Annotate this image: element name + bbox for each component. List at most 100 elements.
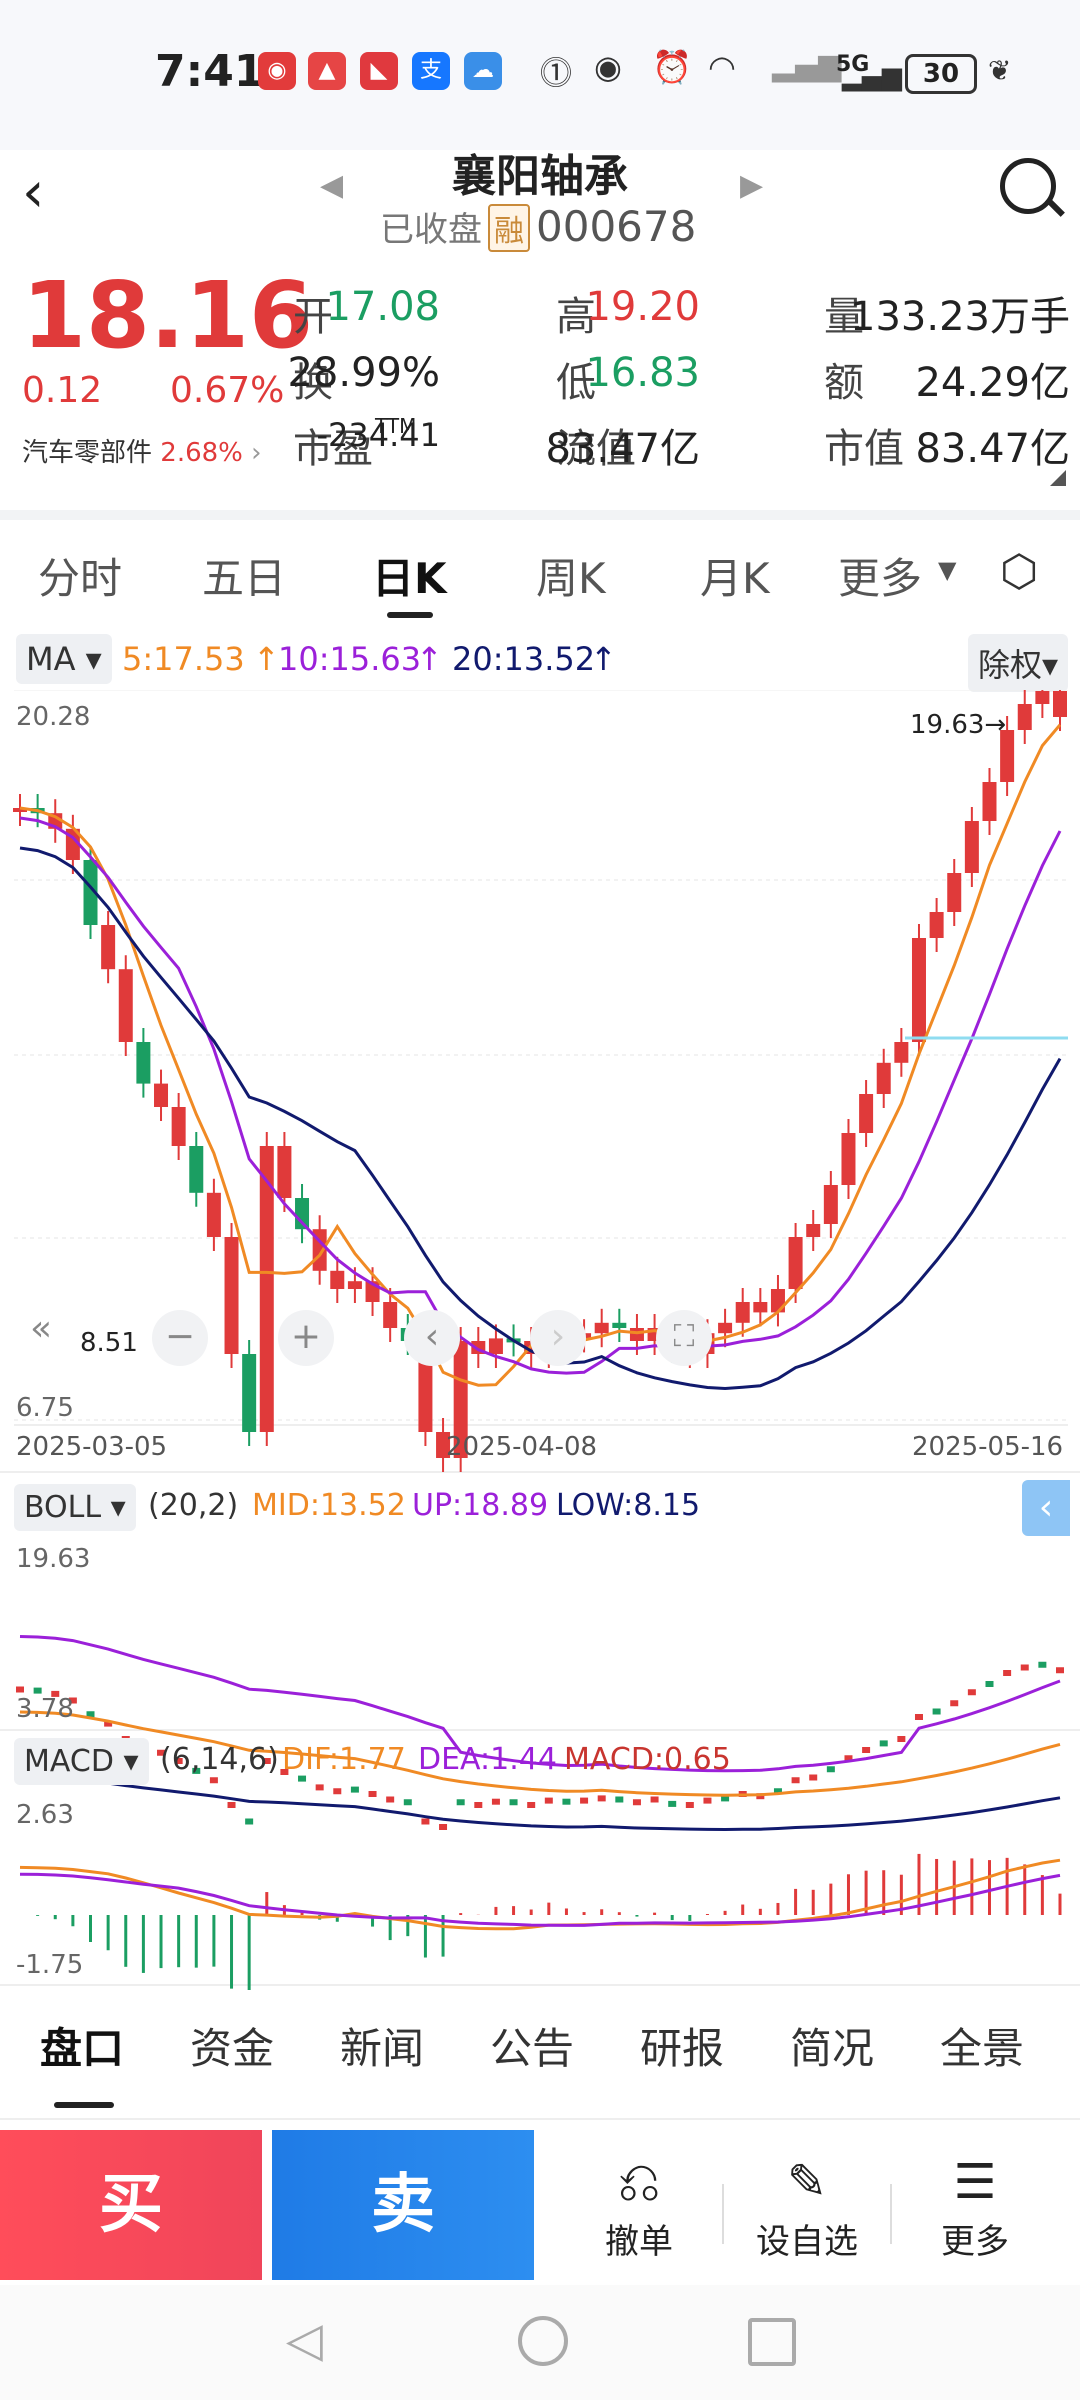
nav-home-icon[interactable]	[518, 2316, 568, 2366]
boll-candle	[703, 1797, 712, 1804]
boll-candle	[456, 1799, 465, 1806]
prev-stock-icon[interactable]: ◀	[320, 168, 344, 203]
candle	[806, 1224, 821, 1237]
candle	[136, 1042, 151, 1084]
quote-label: 换	[293, 360, 333, 406]
search-icon[interactable]	[1000, 158, 1056, 214]
candle	[911, 938, 926, 1042]
fullscreen-button[interactable]: ⛶	[656, 1310, 712, 1366]
boll-candle	[68, 1697, 77, 1704]
boll-mid-line	[19, 1710, 1061, 1797]
tab-bottom[interactable]: 研报	[640, 2024, 725, 2073]
panel-toggle-icon[interactable]: ‹	[1022, 1480, 1070, 1536]
quote-label: 高	[556, 294, 596, 340]
eye-icon: ◉	[594, 48, 622, 86]
macd-bars-group	[36, 1853, 1062, 1990]
macd-selector[interactable]: MACD ▾	[14, 1738, 149, 1785]
boll-candle	[580, 1797, 589, 1804]
leaf-icon: ❦	[988, 54, 1012, 87]
quote-label: 低	[556, 360, 596, 406]
back-icon[interactable]: ‹	[22, 160, 45, 225]
chart-settings-icon[interactable]: ⬡	[1000, 546, 1039, 597]
boll-candle	[16, 1686, 24, 1693]
signal-strength-icon: ▂▄▆	[842, 62, 902, 92]
candle	[453, 1341, 468, 1458]
boll-candle	[809, 1774, 818, 1781]
chart-app-icon: ◣	[360, 52, 398, 90]
boll-selector[interactable]: BOLL ▾	[14, 1484, 136, 1531]
tab-period[interactable]: 更多	[838, 554, 923, 603]
tab-bottom[interactable]: 新闻	[340, 2024, 425, 2073]
scroll-start-icon[interactable]: «	[30, 1308, 53, 1349]
boll-candle	[879, 1740, 888, 1747]
current-price: 18.16	[22, 262, 314, 369]
tab-bottom[interactable]: 盘口	[40, 2024, 125, 2073]
boll-candle	[615, 1796, 624, 1803]
boll-candle	[333, 1788, 342, 1795]
tab-period[interactable]: 分时	[38, 554, 123, 603]
boll-low: LOW:8.15	[556, 1488, 701, 1523]
zoom-out-button[interactable]: −	[152, 1310, 208, 1366]
boll-candle	[421, 1818, 430, 1825]
cancel-order-button[interactable]: ⎌ 撤单	[564, 2150, 714, 2263]
boll-low-line	[19, 1776, 1061, 1832]
quote-value: 83.47亿	[545, 426, 700, 472]
divider	[0, 510, 1080, 520]
candle	[1035, 691, 1050, 704]
candle	[118, 969, 133, 1042]
boll-candle	[632, 1799, 641, 1806]
quote-value: 133.23万手	[850, 294, 1070, 340]
tab-period[interactable]: 周K	[536, 554, 606, 603]
tab-period[interactable]: 日K	[372, 554, 447, 603]
edit-icon: ✎	[786, 2154, 828, 2210]
network-type: 5G	[836, 52, 870, 77]
stock-code: 000678	[536, 202, 697, 251]
menu-icon: ☰	[953, 2154, 997, 2210]
quote-label: 市盈	[293, 426, 373, 472]
boll-candle	[245, 1818, 254, 1825]
chevron-right-icon: ›	[251, 438, 262, 468]
scroll-right-button[interactable]: ›	[530, 1310, 586, 1366]
zoom-in-button[interactable]: +	[278, 1310, 334, 1366]
tab-bottom[interactable]: 全景	[940, 2024, 1025, 2073]
boll-candle	[967, 1689, 976, 1696]
tab-bottom[interactable]: 简况	[790, 2024, 875, 2073]
ma-selector[interactable]: MA ▾	[16, 634, 112, 684]
ma10-arrow-icon: ↑	[416, 640, 443, 678]
tab-period[interactable]: 月K	[700, 554, 770, 603]
watchlist-button[interactable]: ✎ 设自选	[732, 2150, 882, 2263]
stock-title: 襄阳轴承	[452, 151, 628, 202]
candle	[629, 1328, 644, 1341]
boll-candle	[844, 1755, 853, 1762]
candle	[594, 1322, 609, 1334]
ma-selector-label: MA	[26, 640, 76, 678]
nav-recents-icon[interactable]	[748, 2318, 796, 2366]
margin-badge: 融	[488, 204, 530, 252]
sector-link[interactable]: 汽车零部件 2.68% ›	[22, 432, 262, 469]
expand-corner-icon[interactable]	[1050, 470, 1066, 486]
boll-candle	[227, 1802, 236, 1808]
more-button[interactable]: ☰ 更多	[900, 2150, 1050, 2263]
kchart-ybottom: 6.75	[16, 1393, 74, 1423]
sell-button[interactable]: 卖	[272, 2130, 534, 2280]
nav-back-icon[interactable]: ◁	[286, 2312, 323, 2368]
boll-candle	[491, 1798, 500, 1805]
macd-selector-label: MACD	[24, 1744, 114, 1779]
boll-candle	[209, 1777, 218, 1784]
candle	[295, 1198, 310, 1230]
tab-bottom[interactable]: 公告	[490, 2024, 575, 2073]
tab-bottom[interactable]: 资金	[190, 2024, 275, 2073]
boll-candle	[597, 1795, 606, 1802]
scroll-left-button[interactable]: ‹	[404, 1310, 460, 1366]
tab-period[interactable]: 五日	[202, 554, 287, 603]
adjust-selector[interactable]: 除权▾	[968, 634, 1069, 692]
quote-value: 16.83	[585, 350, 700, 396]
divider	[0, 2118, 1080, 2120]
boll-candle	[1020, 1664, 1029, 1671]
next-stock-icon[interactable]: ▶	[740, 168, 764, 203]
buy-button[interactable]: 买	[0, 2130, 262, 2280]
macd-ytop: 2.63	[16, 1800, 74, 1830]
boll-candle	[791, 1777, 800, 1784]
boll-candle	[1038, 1661, 1047, 1668]
boll-candle	[950, 1700, 959, 1707]
